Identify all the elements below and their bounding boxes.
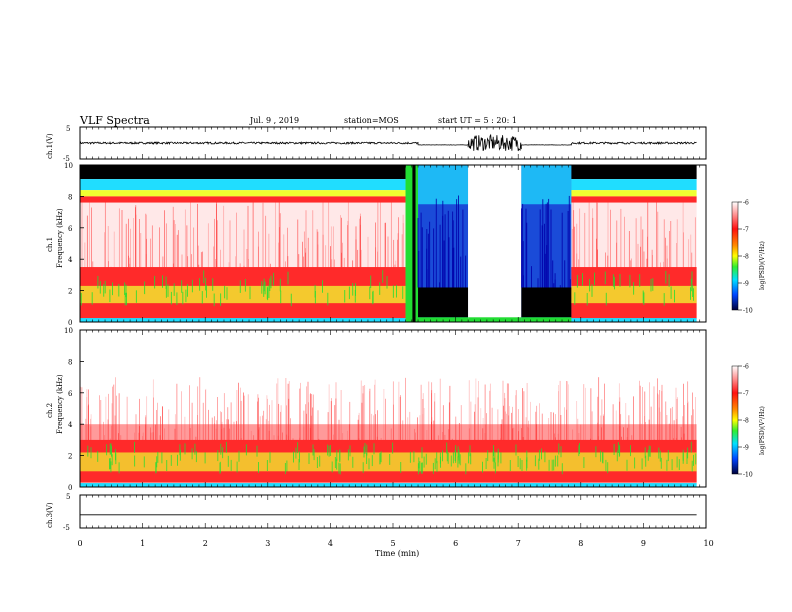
colorbar-tick-label: -6 — [743, 364, 749, 371]
spectrum-band — [468, 317, 522, 322]
spectrum-band — [80, 165, 406, 180]
freq-tick-label: 6 — [68, 225, 73, 233]
spectrum-band — [80, 285, 406, 304]
freq-tick-label: 0 — [68, 484, 72, 492]
waveform-ch1-trace — [79, 133, 697, 152]
time-tick-label: 9 — [641, 539, 646, 548]
waveform-ch3-ylabel: ch.3(V) — [46, 502, 54, 528]
spectrum-band — [80, 452, 697, 472]
time-tick-label: 2 — [203, 539, 208, 548]
colorbar-ch2-label: log(PSD)(V²/Hz) — [759, 406, 766, 455]
colorbar-ch1-label: log(PSD)(V²/Hz) — [759, 241, 766, 290]
spectrum-band — [468, 165, 522, 322]
waveform-ch3-ytick-bottom: -5 — [63, 524, 70, 532]
waveform-ch1-ytick-bottom: -5 — [63, 155, 70, 163]
spectrum-band — [571, 318, 697, 322]
spectrum-band — [80, 190, 406, 197]
time-tick-label: 10 — [704, 539, 714, 548]
spectrogram-ch1-ylabel-axis: Frequency (kHz) — [56, 208, 64, 268]
spectrum-band — [521, 287, 572, 318]
freq-tick-label: 0 — [68, 319, 72, 327]
freq-tick-label: 4 — [68, 256, 73, 264]
colorbar-tick-label: -8 — [743, 418, 749, 425]
time-tick-label: 0 — [78, 539, 83, 548]
spectrum-band — [521, 165, 572, 205]
time-tick-label: 7 — [516, 539, 521, 548]
waveform-ch3-ytick-top: 5 — [66, 493, 70, 501]
spectrum-band — [571, 165, 697, 180]
spectrum-band — [571, 179, 697, 191]
colorbar-tick-label: -10 — [743, 472, 753, 479]
waveform-ch1-ytick-top: 5 — [66, 125, 70, 133]
station-label: station=MOS — [344, 116, 399, 125]
spectrum-band — [418, 165, 469, 205]
start-time-label: start UT = 5 : 20: 1 — [438, 116, 517, 125]
waveform-ch1-line — [79, 133, 697, 152]
time-tick-label: 1 — [140, 539, 145, 548]
freq-tick-label: 10 — [64, 162, 73, 170]
time-axis-ticks: 0 1 2 3 4 5 6 7 8 9 10 — [78, 127, 714, 548]
spectrogram-ch2-panel: 10 8 6 4 2 0 ch.2 Frequency (kHz) -6 -7 -8 -9 -10… — [46, 327, 766, 492]
colorbar-tick-label: -7 — [743, 227, 749, 234]
colorbar-ch1-ticks: -6 -7 -8 -9 -10 — [738, 200, 753, 315]
time-tick-label: 4 — [328, 539, 333, 548]
spectrogram-ch2-ylabel-channel: ch.2 — [46, 403, 54, 418]
colorbar-tick-label: -10 — [743, 308, 753, 315]
spectrum-band — [571, 190, 697, 197]
colorbar-tick-label: -7 — [743, 391, 749, 398]
freq-tick-label: 8 — [68, 358, 72, 366]
colorbar-ch2-ticks: -6 -7 -8 -9 -10 — [738, 364, 753, 479]
spectrogram-ch1-panel: 10 8 6 4 2 0 ch.1 Frequency (kHz) -6 -7 -8 -9 -10… — [46, 162, 766, 327]
spectrum-band — [80, 202, 406, 268]
spectrum-band — [521, 317, 572, 322]
time-tick-label: 6 — [453, 539, 458, 548]
spectrum-band — [405, 165, 419, 322]
colorbar-ch2 — [731, 365, 739, 475]
spectrum-band — [412, 165, 416, 322]
spectrum-band — [80, 179, 406, 191]
waveform-ch3-panel: 5 -5 ch.3(V) — [46, 493, 707, 532]
spectrum-band — [80, 196, 406, 203]
spectrogram-ch2-yticks: 10 8 6 4 2 0 — [64, 327, 84, 492]
waveform-ch1-panel: 5 -5 ch.1(V) — [46, 125, 707, 163]
spectrum-band — [80, 483, 697, 487]
spectrogram-ch2-image — [79, 330, 697, 487]
date-label: Jul. 9 , 2019 — [249, 116, 299, 125]
spectrum-band — [571, 196, 697, 203]
colorbar-ch1 — [731, 201, 739, 311]
spectrum-band — [571, 202, 697, 268]
spectrogram-ch2-ylabel-axis: Frequency (kHz) — [56, 374, 64, 434]
time-tick-label: 8 — [578, 539, 583, 548]
time-tick-label: 5 — [391, 539, 396, 548]
colorbar-tick-label: -9 — [743, 445, 749, 452]
waveform-ch1-ylabel: ch.1(V) — [46, 133, 54, 159]
figure-title: VLF Spectra — [79, 114, 150, 127]
freq-tick-label: 2 — [68, 288, 72, 296]
colorbar-tick-label: -9 — [743, 281, 749, 288]
spectrum-band — [418, 287, 469, 318]
spectrogram-ch1-yticks: 10 8 6 4 2 0 — [64, 162, 84, 327]
freq-tick-label: 4 — [68, 421, 73, 429]
time-axis-label: Time (min) — [375, 549, 419, 558]
freq-tick-label: 2 — [68, 453, 72, 461]
spectrogram-ch1-ylabel-channel: ch.1 — [46, 237, 54, 252]
time-tick-label: 3 — [265, 539, 270, 548]
spectrogram-ch1-image — [80, 165, 697, 322]
colorbar-tick-label: -8 — [743, 254, 749, 261]
freq-tick-label: 6 — [68, 390, 73, 398]
freq-tick-label: 10 — [64, 327, 73, 335]
freq-tick-label: 8 — [68, 193, 72, 201]
colorbar-tick-label: -6 — [743, 200, 749, 207]
